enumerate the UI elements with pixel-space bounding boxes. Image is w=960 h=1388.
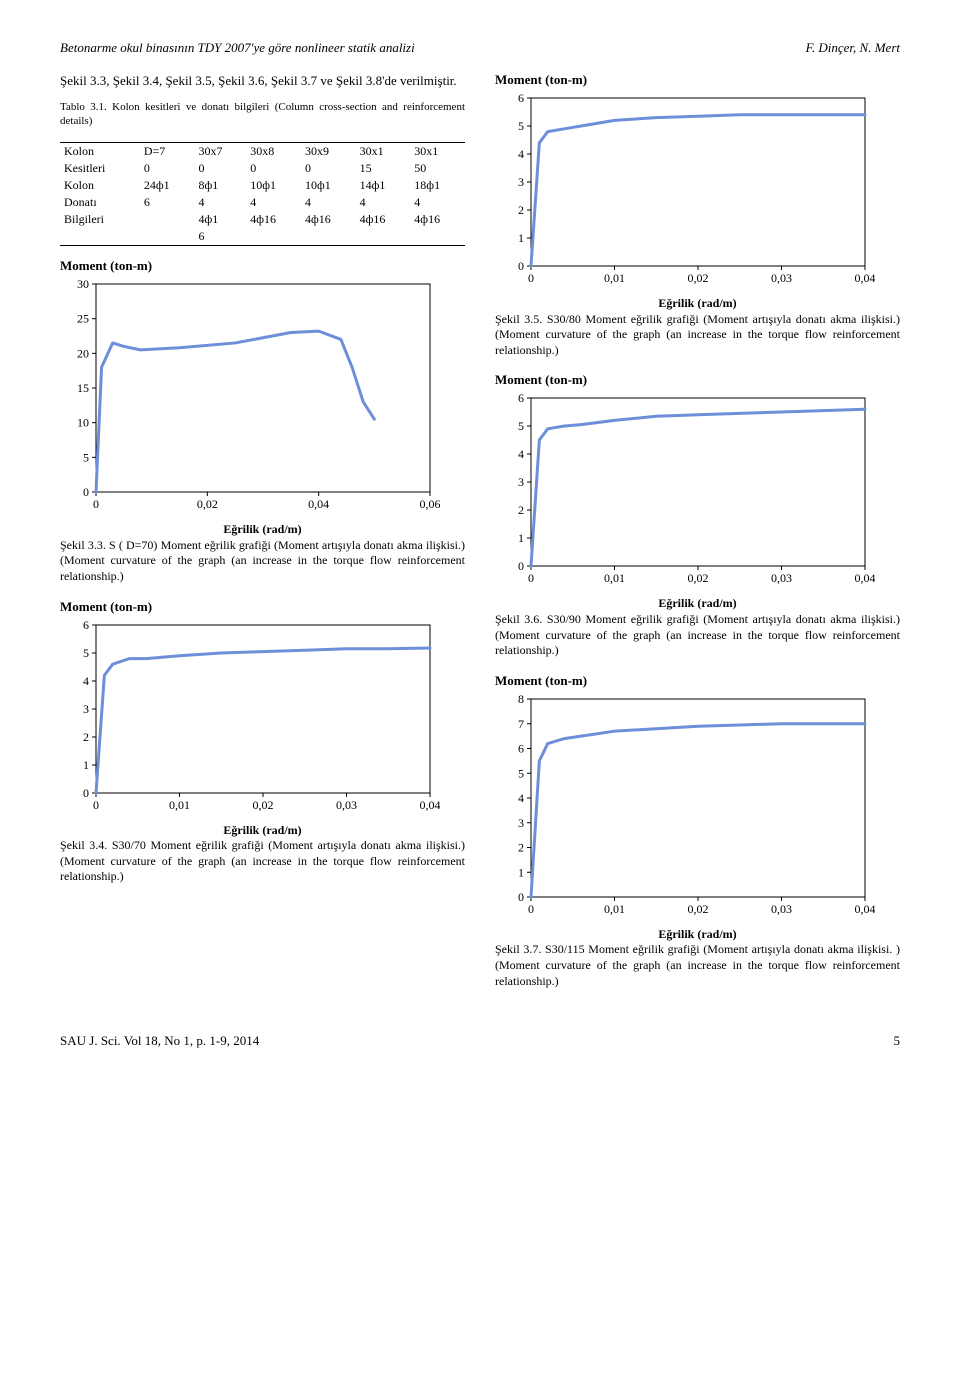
chart-s33-ylabel: Moment (ton-m) <box>60 258 465 274</box>
table-row: Kesitleri00001550 <box>60 160 465 177</box>
svg-text:0: 0 <box>83 485 89 499</box>
chart-s36: Moment (ton-m) 0 1 2 3 4 5 6 0 0,01 0,02 0,03 0,04 <box>495 372 900 590</box>
chart-s35-ylabel: Moment (ton-m) <box>495 72 900 88</box>
svg-text:3: 3 <box>518 175 524 189</box>
svg-text:0,01: 0,01 <box>604 271 625 285</box>
chart-s37-ylabel: Moment (ton-m) <box>495 673 900 689</box>
svg-text:0,01: 0,01 <box>604 571 625 585</box>
svg-text:0,06: 0,06 <box>420 497 441 511</box>
svg-text:0,03: 0,03 <box>771 902 792 916</box>
svg-text:2: 2 <box>518 203 524 217</box>
svg-text:0,01: 0,01 <box>169 798 190 812</box>
caption-s37: Eğrilik (rad/m)Şekil 3.7. S30/115 Moment… <box>495 927 900 989</box>
svg-text:4: 4 <box>518 791 524 805</box>
svg-text:6: 6 <box>518 91 524 105</box>
table-column-sections: KolonD=730x730x830x930x130x1Kesitleri000… <box>60 142 465 246</box>
svg-text:6: 6 <box>518 741 524 755</box>
svg-text:0: 0 <box>83 786 89 800</box>
svg-text:4: 4 <box>518 447 524 461</box>
chart-s37: Moment (ton-m) 0 1 2 3 4 5 6 7 8 0 0,01 0,02 0,03 0,0… <box>495 673 900 921</box>
svg-text:5: 5 <box>518 119 524 133</box>
svg-text:3: 3 <box>518 475 524 489</box>
svg-text:5: 5 <box>518 419 524 433</box>
svg-text:2: 2 <box>518 840 524 854</box>
table-row: Bilgileri4ф14ф164ф164ф164ф16 <box>60 211 465 228</box>
svg-text:0: 0 <box>528 271 534 285</box>
table-caption: Tablo 3.1. Kolon kesitleri ve donatı bil… <box>60 100 465 129</box>
header-title-left: Betonarme okul binasının TDY 2007'ye gör… <box>60 40 415 56</box>
svg-text:0: 0 <box>518 559 524 573</box>
svg-text:0,03: 0,03 <box>771 271 792 285</box>
svg-text:2: 2 <box>83 730 89 744</box>
intro-paragraph: Şekil 3.3, Şekil 3.4, Şekil 3.5, Şekil 3… <box>60 72 465 90</box>
page-header: Betonarme okul binasının TDY 2007'ye gör… <box>60 40 900 56</box>
chart-s36-svg: 0 1 2 3 4 5 6 0 0,01 0,02 0,03 0,04 <box>495 390 875 590</box>
svg-text:0: 0 <box>93 798 99 812</box>
caption-s34: Eğrilik (rad/m)Şekil 3.4. S30/70 Moment … <box>60 823 465 885</box>
chart-s34: Moment (ton-m) 0 1 2 3 4 5 6 0 0,01 0,02 0,03 0,04 <box>60 599 465 817</box>
caption-s35: Eğrilik (rad/m)Şekil 3.5. S30/80 Moment … <box>495 296 900 358</box>
svg-text:0,02: 0,02 <box>197 497 218 511</box>
svg-text:6: 6 <box>518 391 524 405</box>
caption-s36: Eğrilik (rad/m)Şekil 3.6. S30/90 Moment … <box>495 596 900 658</box>
svg-text:4: 4 <box>83 674 89 688</box>
svg-text:4: 4 <box>518 147 524 161</box>
chart-s34-ylabel: Moment (ton-m) <box>60 599 465 615</box>
svg-text:2: 2 <box>518 503 524 517</box>
svg-text:25: 25 <box>77 312 89 326</box>
chart-s35: Moment (ton-m) 0 1 2 3 4 5 6 0 0,01 0,02 0,03 0,04 <box>495 72 900 290</box>
svg-text:3: 3 <box>518 816 524 830</box>
svg-text:1: 1 <box>518 865 524 879</box>
svg-text:0: 0 <box>518 890 524 904</box>
svg-text:15: 15 <box>77 381 89 395</box>
left-column: Şekil 3.3, Şekil 3.4, Şekil 3.5, Şekil 3… <box>60 72 465 1003</box>
footer-left: SAU J. Sci. Vol 18, No 1, p. 1-9, 2014 <box>60 1033 259 1049</box>
svg-text:5: 5 <box>518 766 524 780</box>
right-column: Moment (ton-m) 012345600,010,020,030,04 … <box>495 72 900 1003</box>
svg-text:0,04: 0,04 <box>855 271 876 285</box>
svg-text:0,04: 0,04 <box>308 497 329 511</box>
svg-text:0,04: 0,04 <box>420 798 441 812</box>
svg-text:0,04: 0,04 <box>855 902 876 916</box>
chart-s33-svg: 0 5 10 15 20 25 30 0 0,02 0,04 0,06 <box>60 276 440 516</box>
svg-text:0: 0 <box>528 902 534 916</box>
svg-text:10: 10 <box>77 416 89 430</box>
table-row: 6 <box>60 228 465 246</box>
svg-text:0: 0 <box>93 497 99 511</box>
caption-s33: Eğrilik (rad/m)Şekil 3.3. S ( D=70) Mome… <box>60 522 465 584</box>
svg-text:6: 6 <box>83 618 89 632</box>
svg-text:3: 3 <box>83 702 89 716</box>
svg-text:20: 20 <box>77 346 89 360</box>
header-title-right: F. Dinçer, N. Mert <box>806 40 900 56</box>
chart-s37-svg: 0 1 2 3 4 5 6 7 8 0 0,01 0,02 0,03 0,04 <box>495 691 875 921</box>
table-row: KolonD=730x730x830x930x130x1 <box>60 143 465 161</box>
svg-text:0: 0 <box>528 571 534 585</box>
table-row: Donatı644444 <box>60 194 465 211</box>
page-footer: SAU J. Sci. Vol 18, No 1, p. 1-9, 2014 5 <box>60 1033 900 1049</box>
chart-s33: Moment (ton-m) 0 5 10 15 20 25 30 0 0,02 0,04 0,06 <box>60 258 465 516</box>
svg-text:0,04: 0,04 <box>855 571 876 585</box>
svg-text:7: 7 <box>518 717 524 731</box>
footer-page: 5 <box>894 1033 901 1049</box>
svg-text:0,01: 0,01 <box>604 902 625 916</box>
svg-text:0,02: 0,02 <box>688 571 709 585</box>
table-row: Kolon24ф18ф110ф110ф114ф118ф1 <box>60 177 465 194</box>
chart-s35-svg: 0 1 2 3 4 5 6 0 0,01 0,02 0,03 0,04 <box>495 90 875 290</box>
svg-text:5: 5 <box>83 646 89 660</box>
svg-text:1: 1 <box>518 531 524 545</box>
svg-text:1: 1 <box>518 231 524 245</box>
svg-text:0,02: 0,02 <box>253 798 274 812</box>
svg-text:0,02: 0,02 <box>688 271 709 285</box>
svg-text:30: 30 <box>77 277 89 291</box>
chart-s36-ylabel: Moment (ton-m) <box>495 372 900 388</box>
chart-s34-svg: 0 1 2 3 4 5 6 0 0,01 0,02 0,03 0,04 <box>60 617 440 817</box>
svg-text:0,03: 0,03 <box>771 571 792 585</box>
svg-text:8: 8 <box>518 692 524 706</box>
svg-text:0: 0 <box>518 259 524 273</box>
svg-text:0,03: 0,03 <box>336 798 357 812</box>
svg-text:0,02: 0,02 <box>688 902 709 916</box>
svg-text:1: 1 <box>83 758 89 772</box>
svg-text:5: 5 <box>83 450 89 464</box>
